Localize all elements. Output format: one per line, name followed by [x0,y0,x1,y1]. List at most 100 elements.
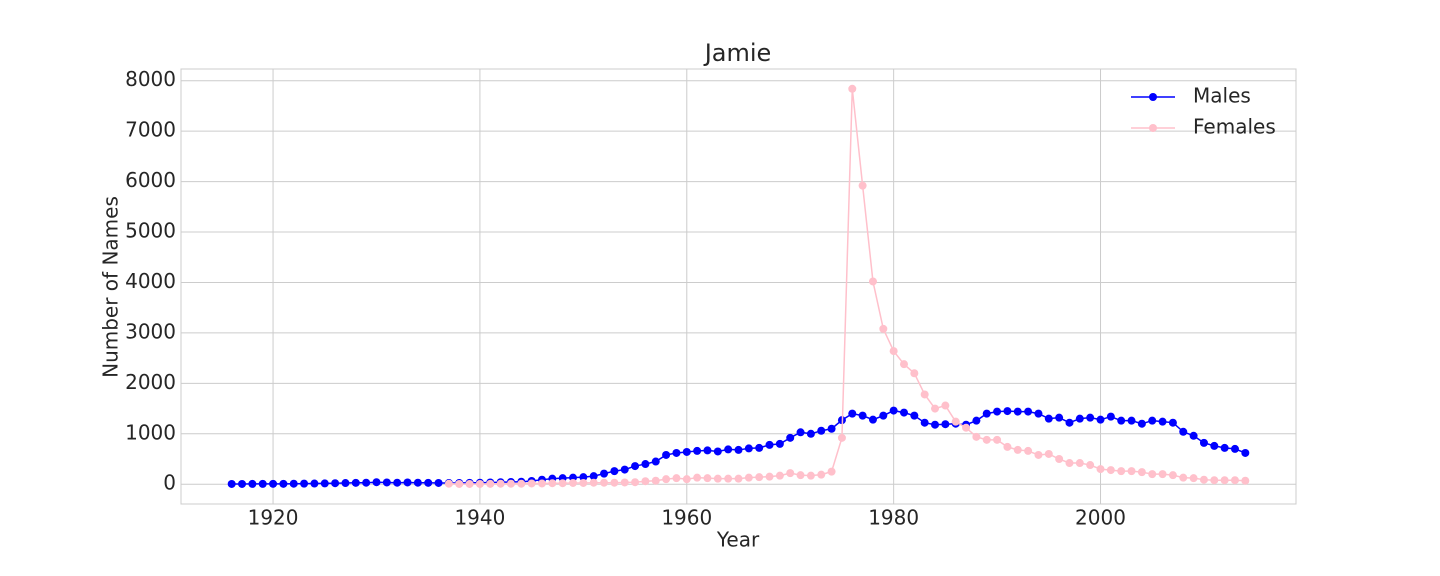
data-point [403,478,412,487]
x-tick-label: 2000 [1075,506,1126,530]
data-point [1179,427,1188,436]
data-point [475,479,484,488]
data-point [1241,448,1250,457]
data-point [444,479,453,488]
y-tick-label: 4000 [125,269,176,293]
data-point [331,479,340,488]
data-point [455,479,464,488]
data-point [1086,413,1095,422]
data-point [1199,438,1208,447]
data-point [372,478,381,487]
data-point [1044,449,1053,458]
data-point [1189,431,1198,440]
data-point [672,448,681,457]
data-point [848,84,857,93]
legend-label: Females [1193,115,1276,139]
data-point [1168,471,1177,480]
data-point [279,479,288,488]
y-tick-label: 3000 [125,319,176,343]
data-point [1106,412,1115,421]
data-point [703,446,712,455]
data-point [569,478,578,487]
data-point [1086,461,1095,470]
data-point [889,406,898,415]
data-point [775,471,784,480]
chart-title: Jamie [703,39,772,67]
data-point [910,369,919,378]
data-point [1065,459,1074,468]
data-point [724,445,733,454]
data-point [962,423,971,432]
data-point [703,474,712,483]
data-point [817,470,826,479]
data-point [796,471,805,480]
data-point [972,416,981,425]
data-point [734,474,743,483]
data-point [434,478,443,487]
data-point [1003,407,1012,416]
data-point [693,473,702,482]
data-point [1230,444,1239,453]
y-tick-label: 2000 [125,370,176,394]
data-point [310,479,319,488]
data-point [858,411,867,420]
data-point [258,479,267,488]
data-point [1003,442,1012,451]
data-point [1044,414,1053,423]
data-point [868,277,877,286]
data-point [1127,467,1136,476]
data-point [755,473,764,482]
data-point [817,426,826,435]
data-point [537,479,546,488]
data-point [579,478,588,487]
data-point [1034,450,1043,459]
data-point [827,424,836,433]
data-point [1075,414,1084,423]
data-point [1199,475,1208,484]
data-point [600,478,609,487]
data-point [631,462,640,471]
data-point [662,475,671,484]
data-point [1158,417,1167,426]
data-point [413,478,422,487]
data-point [744,473,753,482]
data-point [1055,413,1064,422]
x-tick-label: 1920 [248,506,299,530]
data-point [651,457,660,466]
data-point [1024,446,1033,455]
data-point [899,408,908,417]
data-point [806,429,815,438]
data-point [672,474,681,483]
data-point [1117,416,1126,425]
y-tick-label: 6000 [125,168,176,192]
data-point [1189,474,1198,483]
data-point [1210,441,1219,450]
data-point [248,479,257,488]
y-tick-label: 8000 [125,67,176,91]
data-point [951,417,960,426]
data-point [1148,416,1157,425]
data-point [393,478,402,487]
data-point [1210,476,1219,485]
data-point [1168,418,1177,427]
data-point [765,472,774,481]
data-point [682,475,691,484]
data-point [982,435,991,444]
data-point [579,473,588,482]
data-point [1137,419,1146,428]
data-point [889,347,898,356]
data-point [610,478,619,487]
data-point [682,447,691,456]
data-point [941,401,950,410]
data-point [610,467,619,476]
data-point [1158,470,1167,479]
data-point [724,474,733,483]
data-point [931,420,940,429]
x-tick-label: 1980 [868,506,919,530]
data-point [548,479,557,488]
data-point [744,444,753,453]
data-point [879,411,888,420]
data-point [651,476,660,485]
x-tick-label: 1960 [661,506,712,530]
